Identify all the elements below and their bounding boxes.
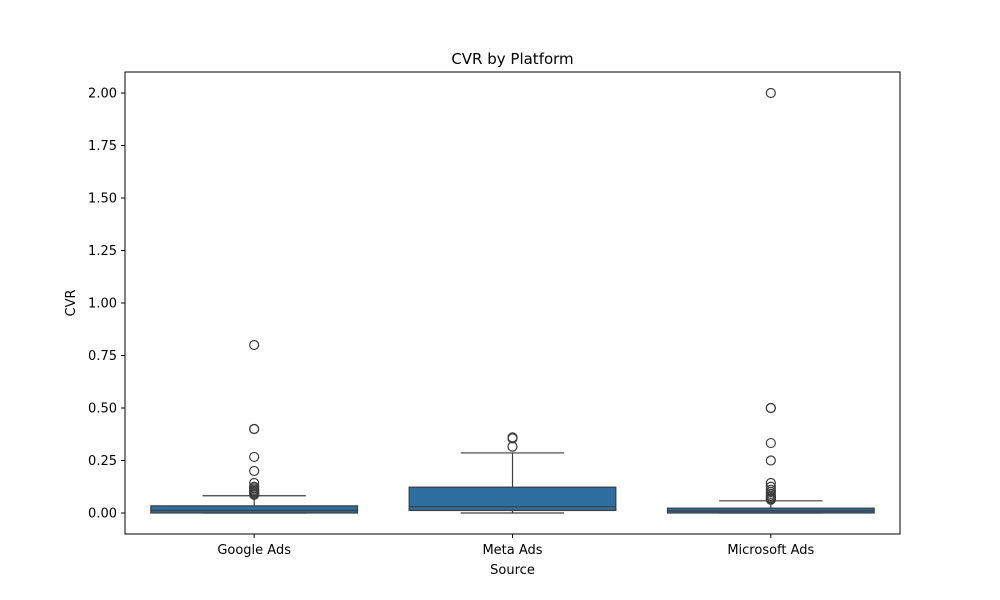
y-tick-label: 1.00 — [88, 297, 117, 312]
y-axis-label: CVR — [64, 289, 79, 316]
y-tick-label: 1.25 — [88, 244, 117, 259]
x-tick-label: Google Ads — [217, 543, 291, 558]
x-axis-label: Source — [490, 563, 535, 578]
y-tick-label: 2.00 — [88, 87, 117, 102]
y-tick-label: 1.50 — [88, 192, 117, 207]
y-tick-label: 0.75 — [88, 349, 117, 364]
outlier-point — [765, 437, 776, 449]
outlier-point — [507, 433, 518, 444]
outlier-point — [249, 423, 260, 435]
outlier-point — [765, 402, 776, 414]
outlier-point — [765, 494, 776, 505]
y-tick-label: 0.25 — [88, 454, 117, 469]
chart-title: CVR by Platform — [451, 50, 573, 68]
outlier-point — [249, 339, 260, 351]
x-tick-label: Microsoft Ads — [727, 543, 814, 558]
outlier-point — [249, 465, 260, 477]
y-tick-label: 0.50 — [88, 402, 117, 417]
outlier-point — [765, 455, 776, 466]
outlier-point — [249, 451, 260, 463]
outlier-point — [765, 87, 776, 99]
y-tick-label: 0.00 — [88, 507, 117, 522]
box-iqr — [408, 486, 617, 512]
outlier-point — [507, 441, 518, 452]
x-tick-label: Meta Ads — [482, 543, 542, 558]
y-tick-label: 1.75 — [88, 139, 117, 154]
outlier-point — [249, 489, 260, 500]
box-iqr — [150, 505, 359, 514]
